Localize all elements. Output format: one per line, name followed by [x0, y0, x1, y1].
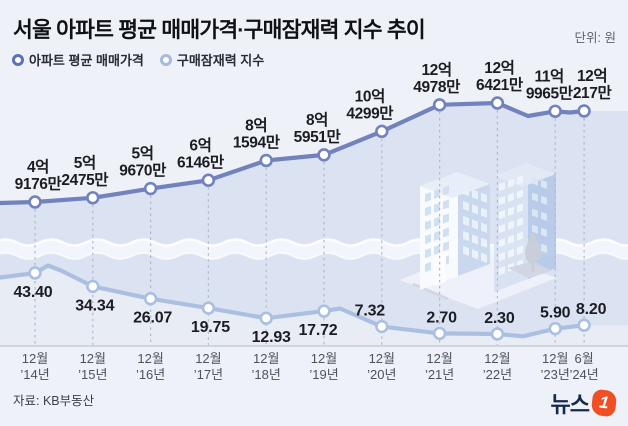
value-label: 5억: [74, 153, 96, 172]
data-point-marker: [375, 319, 389, 334]
value-label: 9670만: [119, 162, 167, 180]
x-tick-label: 12월: [369, 351, 395, 366]
data-point-marker: [548, 321, 562, 336]
logo-badge-icon: 1: [590, 388, 618, 418]
x-tick-label: ’14년: [20, 367, 49, 382]
source-label: 자료: KB부동산: [13, 394, 95, 408]
legend-item-index: 구매잠재력 지수: [159, 50, 265, 69]
x-tick-label: ’21년: [425, 367, 454, 382]
x-tick-label: 12월: [484, 351, 510, 366]
data-point-marker: [375, 124, 389, 139]
x-tick-label: 12월: [426, 351, 452, 366]
x-axis-ticks: 12월’14년12월’15년12월’16년12월’17년12월’18년12월’1…: [20, 351, 598, 382]
value-label: 26.07: [133, 310, 172, 327]
x-tick-label: ’19년: [309, 367, 338, 382]
value-label: 2.30: [484, 310, 515, 327]
unit-label: 단위: 원: [574, 31, 616, 45]
data-point-marker: [548, 104, 562, 118]
x-tick-label: ’15년: [78, 367, 107, 382]
value-label: 6146만: [177, 153, 225, 171]
value-label: 4억: [27, 157, 49, 176]
apartment-building-illustration: [400, 163, 556, 315]
x-tick-label: 12월: [22, 351, 48, 366]
value-label: 17.72: [298, 322, 337, 339]
data-point-marker: [28, 266, 42, 280]
value-label: 8.20: [576, 301, 607, 318]
x-tick-label: 12월: [542, 351, 568, 366]
value-label: 4299만: [346, 104, 394, 122]
data-point-marker: [577, 318, 591, 332]
x-tick-label: 12월: [311, 351, 337, 366]
data-point-marker: [259, 153, 273, 168]
value-label: 8억: [306, 110, 328, 129]
data-point-marker: [490, 327, 505, 341]
value-label: 12억: [421, 60, 451, 79]
data-point-marker: [143, 181, 158, 196]
data-point-marker: [317, 304, 331, 318]
x-tick-label: ’18년: [252, 367, 281, 382]
data-point-marker: [201, 301, 216, 315]
x-tick-label: ’22년: [483, 367, 512, 382]
value-label: 8억: [245, 116, 267, 135]
logo-text: 뉴스: [550, 392, 590, 417]
legend-item-price: 아파트 평균 매매가격: [12, 50, 144, 69]
index-line-series: [0, 263, 591, 341]
data-point-marker: [432, 98, 447, 112]
x-tick-label: 12월: [253, 351, 279, 366]
value-label: 12억: [577, 66, 607, 85]
value-label: 6억: [189, 135, 211, 154]
x-tick-label: ’20년: [367, 367, 396, 382]
value-label: 5951만: [294, 128, 342, 146]
data-point-marker: [432, 326, 447, 341]
x-tick-label: 6월: [574, 351, 593, 366]
value-label: 4978만: [413, 78, 461, 96]
page-title: 서울 아파트 평균 매매가격·구매잠재력 지수 추이: [13, 18, 426, 42]
value-label: 2475만: [61, 171, 109, 189]
data-point-marker: [577, 104, 591, 118]
value-label: 217만: [573, 84, 613, 102]
x-tick-label: 12월: [195, 351, 221, 366]
value-label: 7.32: [355, 303, 386, 320]
legend-ring-icon: [159, 53, 172, 66]
value-label: 11억: [534, 66, 563, 85]
x-tick-label: ’24년: [569, 367, 598, 382]
data-point-marker: [490, 96, 505, 110]
value-label: 2.70: [426, 309, 457, 326]
data-point-marker: [86, 279, 100, 294]
value-label: 19.75: [191, 319, 230, 336]
value-label: 9176만: [15, 175, 63, 193]
x-tick-label: 12월: [137, 351, 163, 366]
value-label: 12.93: [252, 329, 291, 346]
x-tick-label: ’17년: [194, 367, 223, 382]
data-point-marker: [143, 292, 158, 306]
legend-ring-icon: [12, 53, 24, 66]
data-point-marker: [201, 173, 216, 187]
value-label: 5.90: [540, 305, 571, 322]
legend-label: 구매잠재력 지수: [176, 53, 265, 68]
value-label: 34.34: [75, 297, 114, 314]
value-label: 1594만: [233, 134, 281, 152]
value-label: 5억: [132, 144, 154, 163]
data-point-marker: [259, 311, 273, 325]
index-area-fill: [0, 265, 628, 346]
data-point-marker: [86, 191, 100, 205]
value-label: 43.40: [13, 284, 52, 301]
legend-label: 아파트 평균 매매가격: [29, 53, 144, 68]
value-label: 10억: [355, 86, 385, 105]
legend: 아파트 평균 매매가격 구매잠재력 지수: [12, 50, 264, 69]
value-label: 12억: [484, 58, 514, 77]
x-tick-label: 12월: [80, 351, 106, 366]
data-point-marker: [317, 148, 331, 162]
x-tick-label: ’23년: [541, 367, 570, 382]
price-line-series: [0, 96, 591, 209]
news1-logo: 뉴스 1: [550, 387, 618, 419]
data-labels: 4억9176만5억2475만5억9670만6억6146만8억1594만8억595…: [13, 58, 612, 346]
value-label: 9965만: [526, 84, 574, 102]
data-point-marker: [28, 195, 42, 209]
x-tick-label: ’16년: [136, 367, 165, 382]
value-label: 6421만: [476, 76, 524, 94]
